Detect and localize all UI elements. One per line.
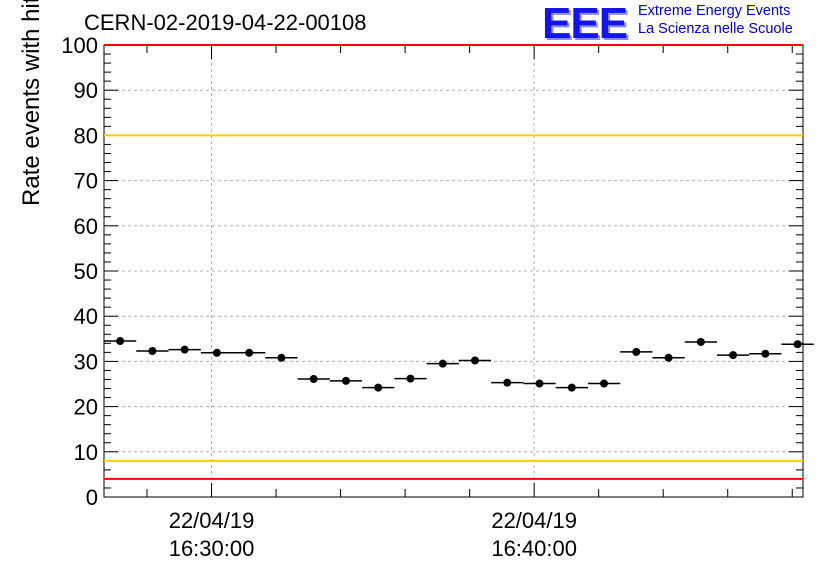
y-tick-label: 50 bbox=[74, 259, 98, 284]
data-point bbox=[696, 337, 705, 346]
x-tick-date: 22/04/19 bbox=[491, 508, 577, 533]
logo-line-2: La Scienza nelle Scuole bbox=[638, 21, 793, 37]
data-point bbox=[212, 348, 221, 357]
chart-title: CERN-02-2019-04-22-00108 bbox=[84, 10, 367, 35]
logo-line-1: Extreme Energy Events bbox=[638, 3, 791, 19]
eee-logo: EEE bbox=[542, 0, 628, 48]
data-point bbox=[406, 374, 415, 383]
y-tick-label: 80 bbox=[74, 123, 98, 148]
data-point bbox=[341, 376, 350, 385]
y-tick-label: 30 bbox=[74, 349, 98, 374]
data-point bbox=[374, 383, 383, 392]
data-point bbox=[729, 351, 738, 360]
y-tick-label: 20 bbox=[74, 395, 98, 420]
data-point bbox=[761, 349, 770, 358]
y-tick-label: 70 bbox=[74, 169, 98, 194]
data-point bbox=[503, 378, 512, 387]
data-point bbox=[471, 356, 480, 365]
data-point bbox=[148, 347, 157, 356]
data-point bbox=[535, 379, 544, 388]
data-point bbox=[793, 340, 802, 349]
data-point bbox=[632, 347, 641, 356]
y-tick-label: 90 bbox=[74, 78, 98, 103]
logo-caption: Extreme Energy Events La Scienza nelle S… bbox=[638, 2, 793, 38]
data-point bbox=[277, 353, 286, 362]
y-tick-label: 0 bbox=[86, 485, 98, 510]
y-tick-label: 40 bbox=[74, 304, 98, 329]
data-point bbox=[438, 359, 447, 368]
data-point bbox=[600, 379, 609, 388]
data-point bbox=[664, 353, 673, 362]
x-tick-date: 22/04/19 bbox=[169, 508, 255, 533]
data-point bbox=[116, 337, 125, 346]
data-point bbox=[567, 383, 576, 392]
data-point bbox=[309, 375, 318, 384]
x-tick-time: 16:30:00 bbox=[169, 536, 255, 561]
data-point bbox=[180, 345, 189, 354]
y-tick-label: 10 bbox=[74, 440, 98, 465]
x-tick-time: 16:40:00 bbox=[491, 536, 577, 561]
data-point bbox=[245, 348, 254, 357]
y-tick-label: 100 bbox=[61, 33, 98, 58]
y-tick-label: 60 bbox=[74, 214, 98, 239]
